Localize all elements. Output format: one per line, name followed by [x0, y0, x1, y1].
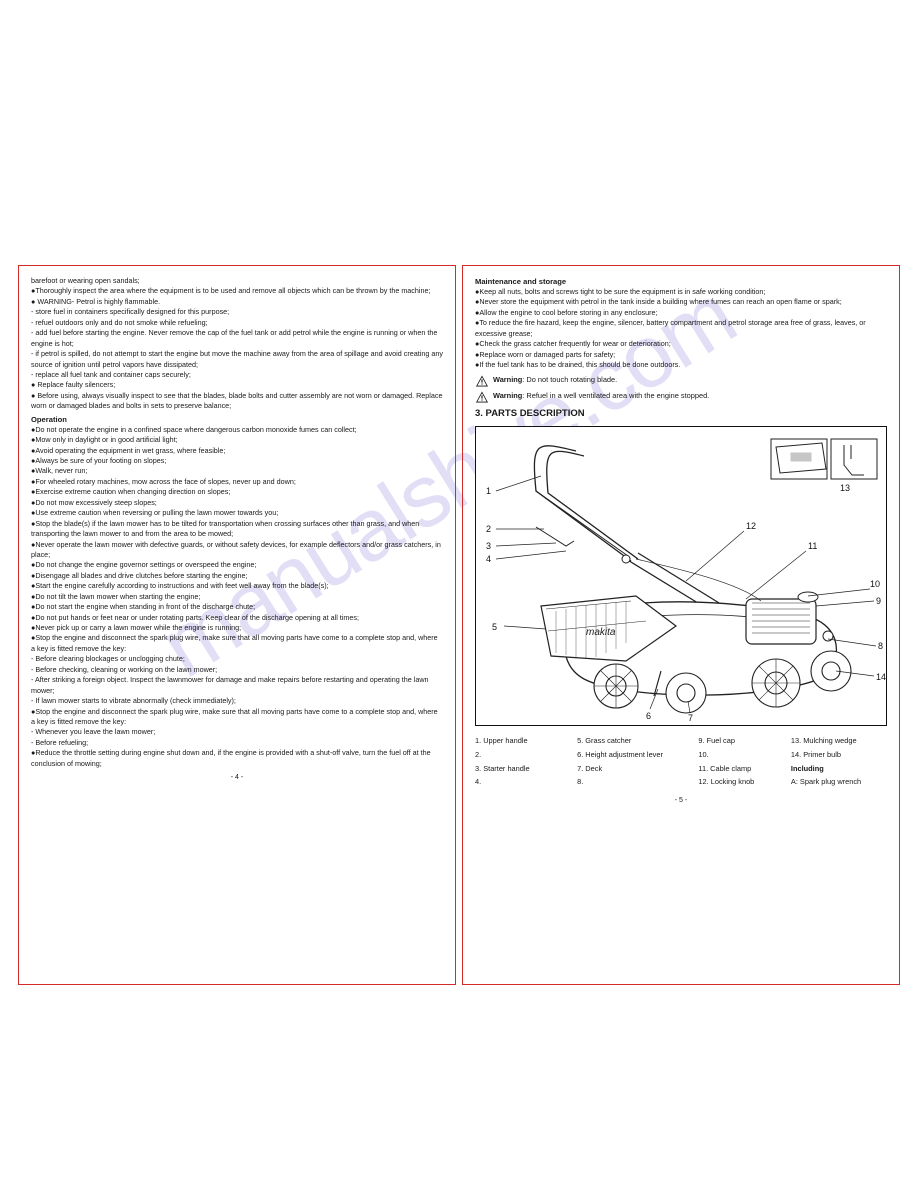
- text-line: ●Keep all nuts, bolts and screws tight t…: [475, 287, 887, 297]
- parts-description-heading: 3. PARTS DESCRIPTION: [475, 407, 887, 421]
- text-line: ●Replace worn or damaged parts for safet…: [475, 350, 887, 360]
- parts-cell: 4.: [475, 777, 571, 788]
- warning-text: : Refuel in a well ventilated area with …: [522, 391, 709, 400]
- warning-triangle-icon: [475, 375, 489, 387]
- diagram-label-1: 1: [486, 486, 491, 496]
- warning-label: Warning: [493, 391, 522, 400]
- text-line: ●Stop the engine and disconnect the spar…: [31, 707, 443, 728]
- warning-row-2: Warning: Refuel in a well ventilated are…: [475, 391, 887, 403]
- text-line: ●Never operate the lawn mower with defec…: [31, 540, 443, 561]
- text-line: ●Always be sure of your footing on slope…: [31, 456, 443, 466]
- text-line: ●Never pick up or carry a lawn mower whi…: [31, 623, 443, 633]
- diagram-label-11: 11: [808, 541, 817, 551]
- diagram-label-9: 9: [876, 596, 881, 606]
- text-line: ●To reduce the fire hazard, keep the eng…: [475, 318, 887, 339]
- svg-text:makita: makita: [586, 627, 616, 638]
- diagram-label-8: 8: [878, 641, 883, 651]
- diagram-label-3: 3: [486, 541, 491, 551]
- parts-cell: 6. Height adjustment lever: [577, 750, 692, 761]
- text-line: ●Do not start the engine when standing i…: [31, 602, 443, 612]
- text-line: ●Do not put hands or feet near or under …: [31, 613, 443, 623]
- text-line: ●Exercise extreme caution when changing …: [31, 487, 443, 497]
- parts-cell: 9. Fuel cap: [698, 736, 784, 747]
- diagram-label-7: 7: [688, 713, 693, 723]
- text-line: barefoot or wearing open sandals;: [31, 276, 443, 286]
- parts-cell: 8.: [577, 777, 692, 788]
- text-line: - refuel outdoors only and do not smoke …: [31, 318, 443, 328]
- text-line: ●Thoroughly inspect the area where the e…: [31, 286, 443, 296]
- text-line: ●Start the engine carefully according to…: [31, 581, 443, 591]
- text-line: ●Use extreme caution when reversing or p…: [31, 508, 443, 518]
- page-number-right: - 5 -: [475, 796, 887, 806]
- text-line: ●Reduce the throttle setting during engi…: [31, 748, 443, 769]
- parts-cell: 5. Grass catcher: [577, 736, 692, 747]
- text-line: - Before clearing blockages or uncloggin…: [31, 654, 443, 664]
- text-line: - store fuel in containers specifically …: [31, 307, 443, 317]
- text-line: ●Do not change the engine governor setti…: [31, 560, 443, 570]
- text-line: ●For wheeled rotary machines, mow across…: [31, 477, 443, 487]
- text-line: - add fuel before starting the engine. N…: [31, 328, 443, 349]
- warning-text: : Do not touch rotating blade.: [522, 375, 617, 384]
- parts-cell: 12. Locking knob: [698, 777, 784, 788]
- warning-row-1: Warning: Do not touch rotating blade.: [475, 375, 887, 387]
- parts-cell: 13. Mulching wedge: [791, 736, 887, 747]
- text-line: ● Replace faulty silencers;: [31, 380, 443, 390]
- text-line: - Before refueling;: [31, 738, 443, 748]
- page-right: Maintenance and storage ●Keep all nuts, …: [462, 265, 900, 985]
- text-line: ●Walk, never run;: [31, 466, 443, 476]
- diagram-label-4: 4: [486, 554, 491, 564]
- text-line: ● WARNING- Petrol is highly flammable.: [31, 297, 443, 307]
- page-spread: barefoot or wearing open sandals; ●Thoro…: [18, 265, 900, 985]
- diagram-label-5: 5: [492, 622, 497, 632]
- diagram-label-14: 14: [876, 672, 886, 682]
- text-line: ●Disengage all blades and drive clutches…: [31, 571, 443, 581]
- text-line: ●Never store the equipment with petrol i…: [475, 297, 887, 307]
- text-line: - if petrol is spilled, do not attempt t…: [31, 349, 443, 370]
- parts-cell: A: Spark plug wrench: [791, 777, 887, 788]
- text-line: ● Before using, always visually inspect …: [31, 391, 443, 412]
- text-line: ●Do not operate the engine in a confined…: [31, 425, 443, 435]
- parts-cell: 7. Deck: [577, 764, 692, 775]
- text-line: - If lawn mower starts to vibrate abnorm…: [31, 696, 443, 706]
- parts-table: 1. Upper handle 5. Grass catcher 9. Fuel…: [475, 736, 887, 788]
- text-line: ●Mow only in daylight or in good artific…: [31, 435, 443, 445]
- text-line: ●Avoid operating the equipment in wet gr…: [31, 446, 443, 456]
- page-left: barefoot or wearing open sandals; ●Thoro…: [18, 265, 456, 985]
- text-line: ●Stop the engine and disconnect the spar…: [31, 633, 443, 654]
- diagram-label-12: 12: [746, 521, 756, 531]
- text-line: ●Do not mow excessively steep slopes;: [31, 498, 443, 508]
- parts-cell: 14. Primer bulb: [791, 750, 887, 761]
- text-line: ●Do not tilt the lawn mower when startin…: [31, 592, 443, 602]
- page-number-left: - 4 -: [31, 773, 443, 783]
- warning-label: Warning: [493, 375, 522, 384]
- maintenance-heading: Maintenance and storage: [475, 276, 887, 287]
- parts-diagram: makita: [475, 426, 887, 726]
- text-line: - After striking a foreign object. Inspe…: [31, 675, 443, 696]
- text-line: ●If the fuel tank has to be drained, thi…: [475, 360, 887, 370]
- warning-triangle-icon: [475, 391, 489, 403]
- parts-cell: 10.: [698, 750, 784, 761]
- diagram-label-2: 2: [486, 524, 491, 534]
- diagram-label-13: 13: [840, 483, 850, 493]
- parts-cell: 2.: [475, 750, 571, 761]
- parts-cell: 3. Starter handle: [475, 764, 571, 775]
- text-line: ●Stop the blade(s) if the lawn mower has…: [31, 519, 443, 540]
- text-line: ●Check the grass catcher frequently for …: [475, 339, 887, 349]
- text-line: - replace all fuel tank and container ca…: [31, 370, 443, 380]
- diagram-label-10: 10: [870, 579, 880, 589]
- diagram-label-6: 6: [646, 711, 651, 721]
- operation-heading: Operation: [31, 414, 443, 425]
- text-line: - Before checking, cleaning or working o…: [31, 665, 443, 675]
- parts-cell-including: Including: [791, 764, 887, 775]
- text-line: ●Allow the engine to cool before storing…: [475, 308, 887, 318]
- parts-cell: 11. Cable clamp: [698, 764, 784, 775]
- text-line: - Whenever you leave the lawn mower;: [31, 727, 443, 737]
- parts-cell: 1. Upper handle: [475, 736, 571, 747]
